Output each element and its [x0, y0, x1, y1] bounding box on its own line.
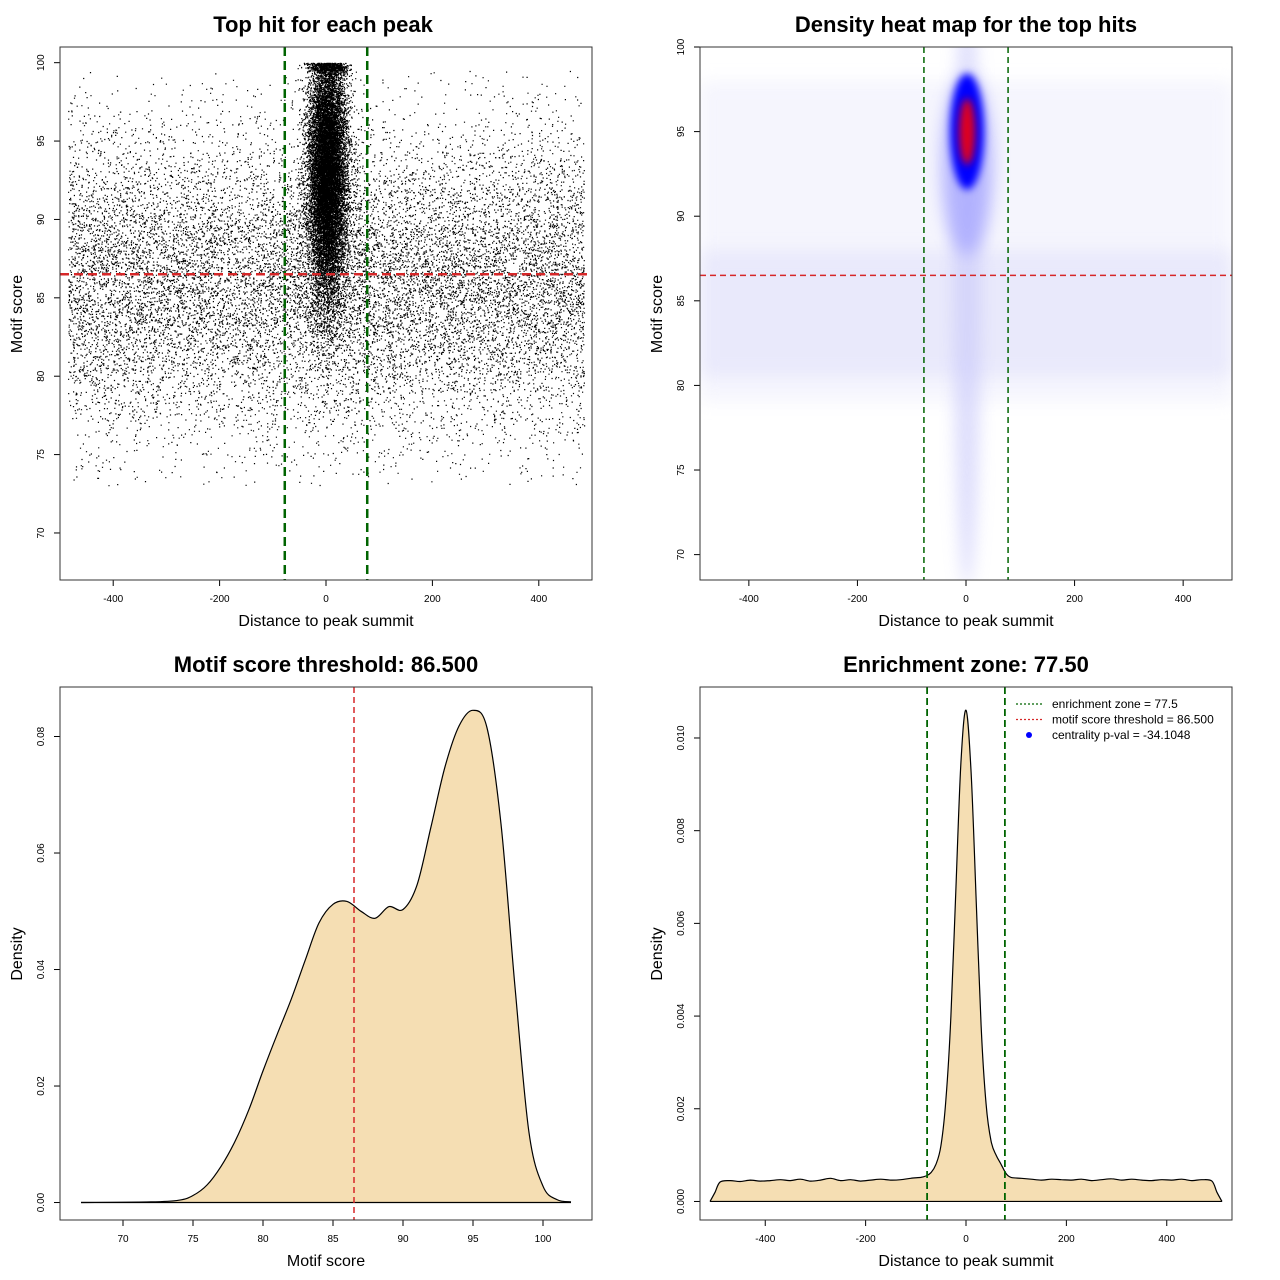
x-tick-label: 85	[327, 1234, 339, 1245]
plot-frame	[699, 686, 1233, 1221]
x-tick-label: 400	[1158, 1234, 1175, 1245]
x-tick-label: 400	[1175, 594, 1192, 605]
x-tick-label: 200	[1058, 1234, 1075, 1245]
density-peak	[959, 98, 976, 165]
x-tick-label: 200	[1066, 594, 1083, 605]
y-tick-label: 0.002	[676, 1096, 687, 1121]
x-axis-label: Distance to peak summit	[878, 613, 1054, 630]
chart-title: Motif score threshold: 86.500	[174, 652, 478, 677]
y-tick-label: 75	[36, 449, 47, 461]
y-tick-label: 0.004	[676, 1003, 687, 1028]
x-tick-label: -200	[856, 1234, 876, 1245]
x-tick-label: -200	[210, 594, 230, 605]
y-tick-label: 0.08	[36, 726, 47, 746]
x-axis-label: Distance to peak summit	[238, 613, 414, 630]
density-curve	[80, 709, 572, 1204]
y-tick-label: 0.06	[36, 843, 47, 863]
plot-frame	[59, 46, 593, 581]
x-tick-label: -200	[847, 594, 867, 605]
y-tick-label: 0.04	[36, 959, 47, 979]
scatter-points	[68, 62, 586, 487]
legend-point-icon	[1026, 732, 1032, 738]
y-axis-label: Motif score	[9, 275, 26, 353]
y-tick-label: 95	[676, 126, 687, 138]
y-tick-label: 0.008	[676, 818, 687, 843]
score-density-panel: Motif score threshold: 86.500 Motif scor…	[9, 652, 593, 1270]
legend-label: motif score threshold = 86.500	[1052, 713, 1214, 727]
x-tick-label: 95	[467, 1234, 479, 1245]
x-tick-label: 75	[187, 1234, 199, 1245]
x-axis-label: Motif score	[287, 1253, 365, 1270]
x-tick-label: -400	[103, 594, 123, 605]
density-curve	[709, 709, 1223, 1202]
y-tick-label: 0.010	[676, 725, 687, 750]
y-tick-label: 90	[36, 213, 47, 225]
heatmap-panel: Density heat map for the top hits Distan…	[649, 12, 1233, 630]
x-tick-label: 400	[530, 594, 547, 605]
x-tick-label: 200	[424, 594, 441, 605]
y-tick-label: 80	[676, 379, 687, 391]
x-tick-label: 70	[117, 1234, 129, 1245]
heatmap-density	[700, 47, 1232, 580]
density-fill	[81, 710, 571, 1203]
y-tick-label: 90	[676, 210, 687, 222]
legend-label: centrality p-val = -34.1048	[1052, 728, 1191, 742]
chart-title: Top hit for each peak	[213, 12, 433, 37]
y-tick-label: 85	[676, 295, 687, 307]
y-tick-label: 100	[676, 38, 687, 55]
y-axis-label: Density	[649, 927, 666, 980]
y-tick-label: 70	[36, 527, 47, 539]
x-tick-label: 0	[963, 594, 969, 605]
chart-title: Density heat map for the top hits	[795, 12, 1137, 37]
x-tick-label: 0	[963, 1234, 969, 1245]
y-tick-label: 70	[676, 549, 687, 561]
x-tick-label: -400	[755, 1234, 775, 1245]
distance-density-panel: Enrichment zone: 77.50 Distance to peak …	[649, 652, 1233, 1270]
plot-frame	[699, 46, 1233, 581]
plot-frame	[59, 686, 593, 1221]
y-tick-label: 0.006	[676, 910, 687, 935]
x-tick-label: -400	[739, 594, 759, 605]
x-axis-label: Distance to peak summit	[878, 1253, 1054, 1270]
y-tick-label: 0.00	[36, 1192, 47, 1212]
y-tick-label: 0.000	[676, 1189, 687, 1214]
point-cloud-central-cluster	[283, 62, 366, 378]
legend: enrichment zone = 77.5 motif score thresh…	[1016, 697, 1214, 742]
x-tick-label: 100	[535, 1234, 552, 1245]
x-tick-label: 80	[257, 1234, 269, 1245]
y-tick-label: 0.02	[36, 1076, 47, 1096]
y-tick-label: 85	[36, 292, 47, 304]
density-fill	[710, 710, 1222, 1202]
y-axis-label: Density	[9, 927, 26, 980]
chart-title: Enrichment zone: 77.50	[843, 652, 1089, 677]
y-tick-label: 75	[676, 464, 687, 476]
legend-label: enrichment zone = 77.5	[1052, 697, 1178, 711]
y-tick-label: 95	[36, 135, 47, 147]
y-tick-label: 100	[36, 54, 47, 71]
scatter-panel: Top hit for each peak Distance to peak s…	[9, 12, 593, 630]
y-axis-label: Motif score	[649, 275, 666, 353]
x-tick-label: 90	[397, 1234, 409, 1245]
x-tick-label: 0	[323, 594, 329, 605]
point-cloud-background	[68, 70, 586, 487]
y-tick-label: 80	[36, 370, 47, 382]
